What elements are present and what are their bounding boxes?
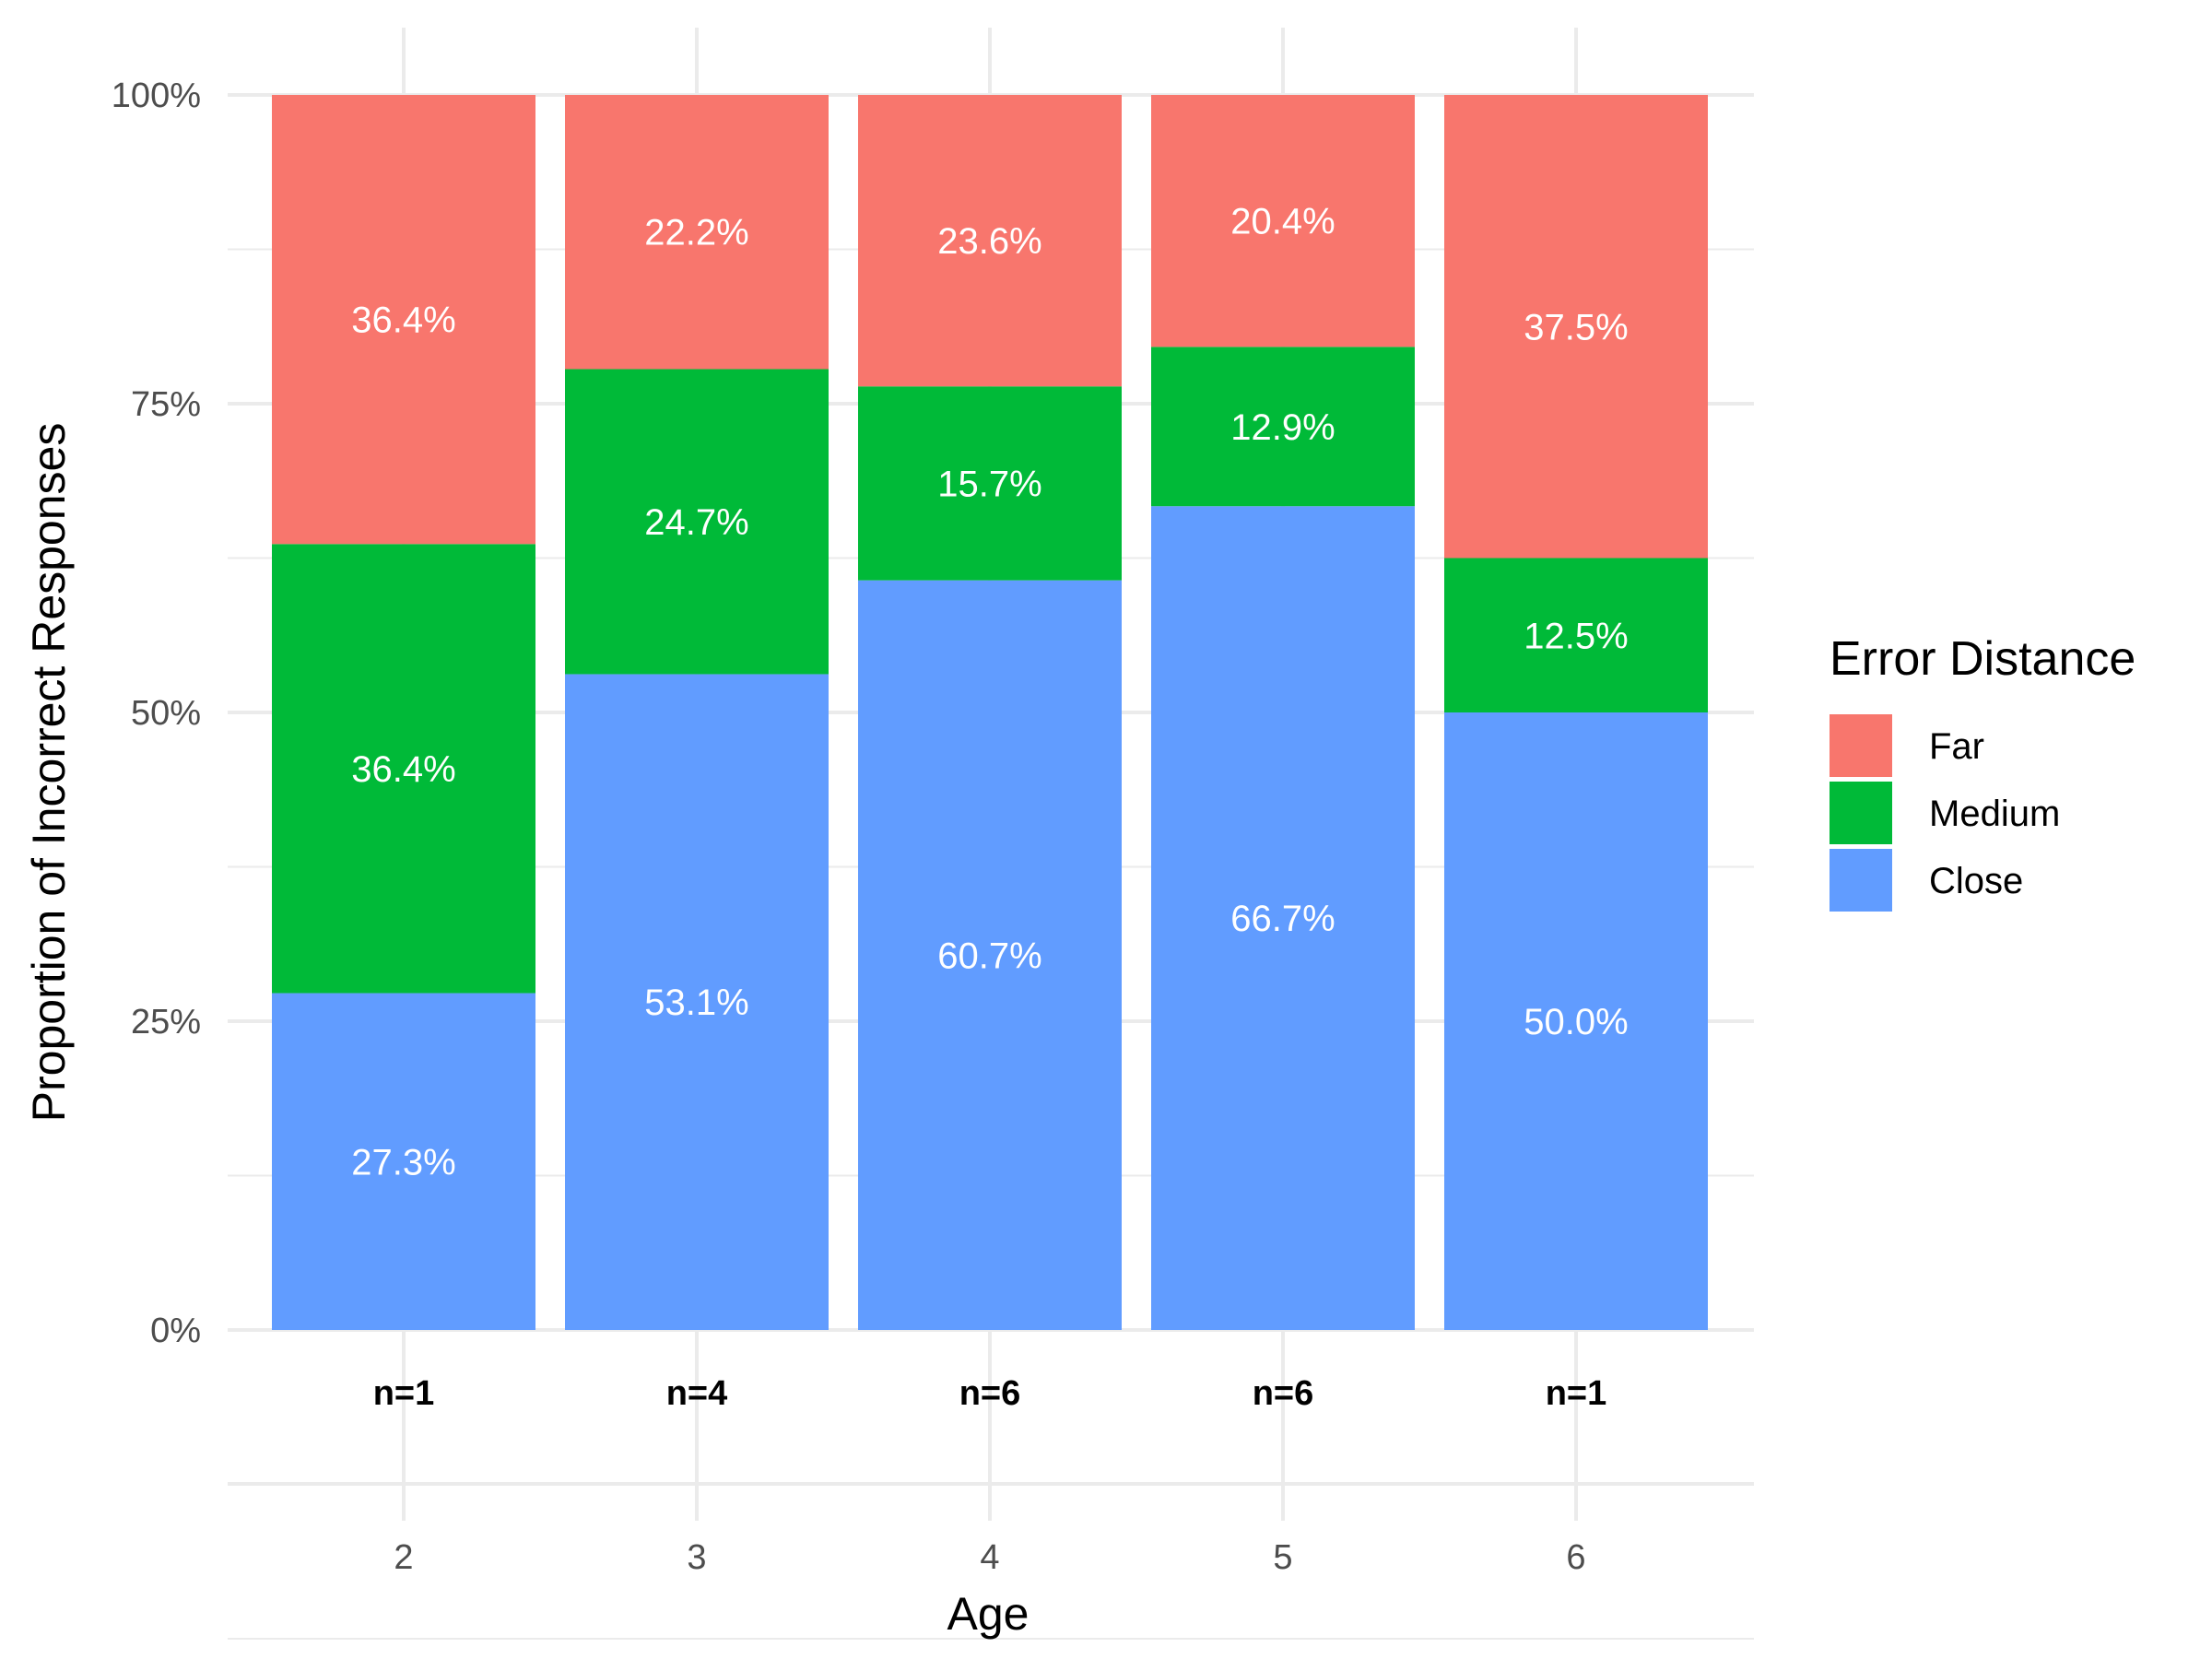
segment-label: 15.7% — [937, 464, 1041, 504]
y-axis-tick-labels: 0% 25% 50% 75% 100% — [112, 76, 201, 1350]
bar-segment-close-age-6 — [1444, 712, 1708, 1330]
x-axis-title: Age — [947, 1588, 1030, 1640]
x-axis-tick-labels: 2 3 4 5 6 — [394, 1538, 1585, 1577]
segment-label: 37.5% — [1524, 307, 1628, 347]
sample-size-labels: n=1 n=4 n=6 n=6 n=1 — [373, 1374, 1607, 1413]
segment-label: 20.4% — [1230, 202, 1335, 242]
segment-label: 60.7% — [937, 935, 1041, 976]
segment-label: 27.3% — [351, 1142, 455, 1182]
segment-label: 12.5% — [1524, 616, 1628, 656]
sample-size-label: n=1 — [373, 1374, 435, 1413]
segment-label: 24.7% — [644, 502, 748, 543]
sample-size-label: n=6 — [1253, 1374, 1314, 1413]
y-tick-label: 50% — [131, 694, 201, 733]
x-tick-label: 3 — [687, 1538, 706, 1577]
legend-label: Far — [1929, 726, 1984, 767]
x-tick-label: 6 — [1566, 1538, 1585, 1577]
segment-label: 36.4% — [351, 300, 455, 341]
legend: Error Distance Far Medium Close — [1830, 632, 2136, 912]
legend-title: Error Distance — [1830, 632, 2136, 686]
bar-segment-close-age-4 — [858, 580, 1122, 1330]
legend-label: Close — [1929, 861, 2023, 901]
y-axis-title: Proportion of Incorrect Responses — [23, 423, 75, 1123]
y-tick-label: 100% — [112, 76, 201, 115]
legend-label: Medium — [1929, 794, 2060, 834]
segment-label: 23.6% — [937, 221, 1041, 262]
bar-segment-far-age-4 — [858, 95, 1122, 387]
y-tick-label: 0% — [150, 1312, 201, 1350]
bar-segment-medium-age-5 — [1151, 347, 1415, 507]
bar-segment-medium-age-2 — [272, 544, 535, 994]
bar-segment-close-age-5 — [1151, 506, 1415, 1330]
bar-segment-far-age-6 — [1444, 95, 1708, 559]
segment-label: 66.7% — [1230, 899, 1335, 939]
x-tick-label: 4 — [980, 1538, 999, 1577]
legend-key-far — [1830, 714, 1892, 777]
bar-segment-far-age-5 — [1151, 95, 1415, 347]
x-tick-label: 5 — [1273, 1538, 1292, 1577]
segment-label: 36.4% — [351, 749, 455, 790]
bar-segment-close-age-2 — [272, 993, 535, 1330]
segment-label: 12.9% — [1230, 407, 1335, 448]
x-tick-label: 2 — [394, 1538, 413, 1577]
sample-size-label: n=6 — [959, 1374, 1021, 1413]
segment-labels: 27.3% 36.4% 36.4% 53.1% 24.7% 22.2% 60.7% 15.7%… — [351, 202, 1628, 1183]
bar-segment-medium-age-6 — [1444, 558, 1708, 712]
y-tick-label: 25% — [131, 1003, 201, 1041]
sample-size-label: n=4 — [666, 1374, 728, 1413]
y-tick-label: 75% — [131, 385, 201, 424]
legend-key-close — [1830, 849, 1892, 912]
segment-label: 22.2% — [644, 213, 748, 253]
bars — [272, 95, 1708, 1330]
bar-segment-medium-age-3 — [565, 369, 829, 675]
bar-segment-medium-age-4 — [858, 386, 1122, 581]
legend-key-medium — [1830, 782, 1892, 844]
segment-label: 53.1% — [644, 982, 748, 1023]
sample-size-label: n=1 — [1546, 1374, 1607, 1413]
segment-label: 50.0% — [1524, 1002, 1628, 1042]
bar-segment-close-age-3 — [565, 674, 829, 1330]
bar-segment-far-age-2 — [272, 95, 535, 545]
bar-segment-far-age-3 — [565, 95, 829, 370]
